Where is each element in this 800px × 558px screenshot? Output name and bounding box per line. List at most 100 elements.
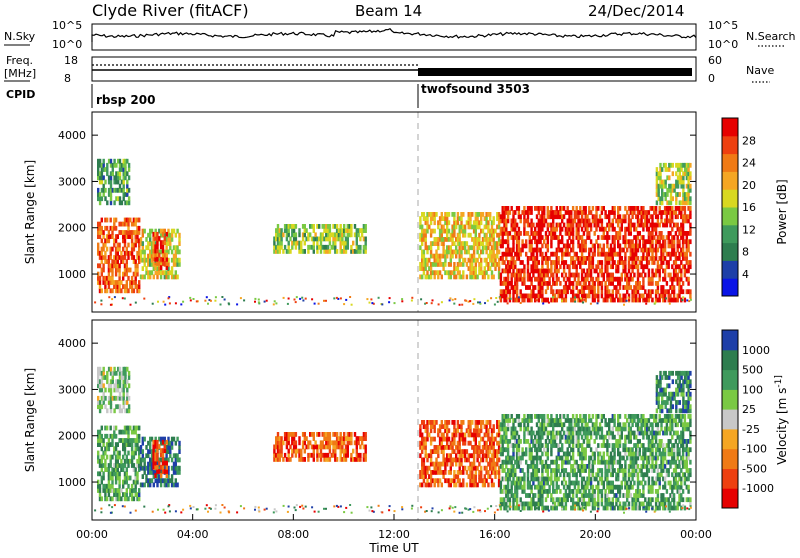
echo-speckle xyxy=(108,296,110,298)
echo-cell xyxy=(115,434,117,439)
echo-speckle xyxy=(479,303,481,305)
echo-cell xyxy=(680,269,682,274)
echo-cell xyxy=(572,281,574,286)
echo-cell xyxy=(642,227,644,232)
echo-cell xyxy=(117,180,119,185)
echo-cell xyxy=(471,212,473,217)
echo-cell xyxy=(448,212,450,217)
echo-cell xyxy=(502,244,504,249)
echo-cell xyxy=(689,206,691,211)
echo-cell xyxy=(158,444,160,449)
echo-cell xyxy=(631,239,633,244)
echo-cell xyxy=(530,435,532,440)
echo-cell xyxy=(350,228,352,233)
echo-cell xyxy=(552,481,554,486)
echo-cell xyxy=(151,270,153,275)
echo-cell xyxy=(428,225,430,230)
echo-cell xyxy=(115,446,117,451)
echo-cell xyxy=(527,214,529,219)
echo-cell xyxy=(494,266,496,271)
echo-cell xyxy=(336,249,338,254)
echo-cell xyxy=(123,184,125,189)
echo-cell xyxy=(350,432,352,437)
echo-cell xyxy=(110,196,112,201)
echo-cell xyxy=(313,249,315,254)
echo-cell xyxy=(624,235,626,240)
freq-tick-bottom: 8 xyxy=(64,72,71,85)
echo-speckle xyxy=(453,303,455,305)
echo-cell xyxy=(527,231,529,236)
echo-cell xyxy=(421,225,423,230)
echo-cell xyxy=(511,206,513,211)
echo-cell xyxy=(684,210,686,215)
echo-cell xyxy=(557,235,559,240)
echo-cell xyxy=(289,237,291,242)
echo-cell xyxy=(126,259,128,264)
echo-cell xyxy=(485,458,487,463)
echo-cell xyxy=(457,474,459,479)
echo-speckle xyxy=(273,303,275,305)
echo-speckle xyxy=(651,300,653,302)
echo-cell xyxy=(547,435,549,440)
echo-cell xyxy=(110,218,112,223)
echo-cell xyxy=(577,214,579,219)
echo-cell xyxy=(127,434,129,439)
echo-cell xyxy=(280,241,282,246)
echo-cell xyxy=(520,273,522,278)
echo-cell xyxy=(557,468,559,473)
echo-cell xyxy=(493,483,495,488)
echo-cell xyxy=(341,445,343,450)
echo-cell xyxy=(577,435,579,440)
echo-cell xyxy=(99,430,101,435)
echo-cell xyxy=(586,435,588,440)
echo-cell xyxy=(556,273,558,278)
echo-speckle xyxy=(452,299,454,301)
echo-cell xyxy=(329,457,331,462)
echo-cell xyxy=(525,252,527,257)
echo-cell xyxy=(657,285,659,290)
echo-cell xyxy=(624,264,626,269)
echo-cell xyxy=(421,483,423,488)
echo-cell xyxy=(556,264,558,269)
echo-cell xyxy=(136,234,138,239)
echo-speckle xyxy=(182,301,184,303)
echo-cell xyxy=(631,277,633,282)
echo-cell xyxy=(579,206,581,211)
echo-cell xyxy=(678,264,680,269)
echo-cell xyxy=(586,485,588,490)
echo-cell xyxy=(102,476,104,481)
echo-speckle xyxy=(193,298,195,300)
echo-cell xyxy=(659,239,661,244)
echo-cell xyxy=(502,256,504,261)
echo-cell xyxy=(430,266,432,271)
echo-cell xyxy=(453,233,455,238)
echo-cell xyxy=(673,244,675,249)
echo-cell xyxy=(507,219,509,224)
echo-cell xyxy=(520,219,522,224)
echo-cell xyxy=(120,459,122,464)
echo-cell xyxy=(556,489,558,494)
echo-cell xyxy=(127,496,129,501)
echo-cell xyxy=(118,480,120,485)
echo-speckle xyxy=(180,303,182,305)
echo-cell xyxy=(660,264,662,269)
echo-cell xyxy=(668,260,670,265)
echo-cell xyxy=(365,241,367,246)
echo-cell xyxy=(503,260,505,265)
echo-cell xyxy=(455,462,457,467)
echo-cell xyxy=(446,441,448,446)
echo-cell xyxy=(102,234,104,239)
echo-cell xyxy=(507,285,509,290)
echo-cell xyxy=(110,180,112,185)
echo-cell xyxy=(156,275,158,280)
echo-cell xyxy=(523,489,525,494)
echo-cell xyxy=(590,227,592,232)
echo-cell xyxy=(154,253,156,258)
echo-cell xyxy=(359,453,361,458)
echo-cell xyxy=(518,256,520,261)
echo-cell xyxy=(126,467,128,472)
echo-cell xyxy=(493,428,495,433)
echo-cell xyxy=(530,427,532,432)
echo-cell xyxy=(482,437,484,442)
cpid-label: CPID xyxy=(6,88,35,101)
